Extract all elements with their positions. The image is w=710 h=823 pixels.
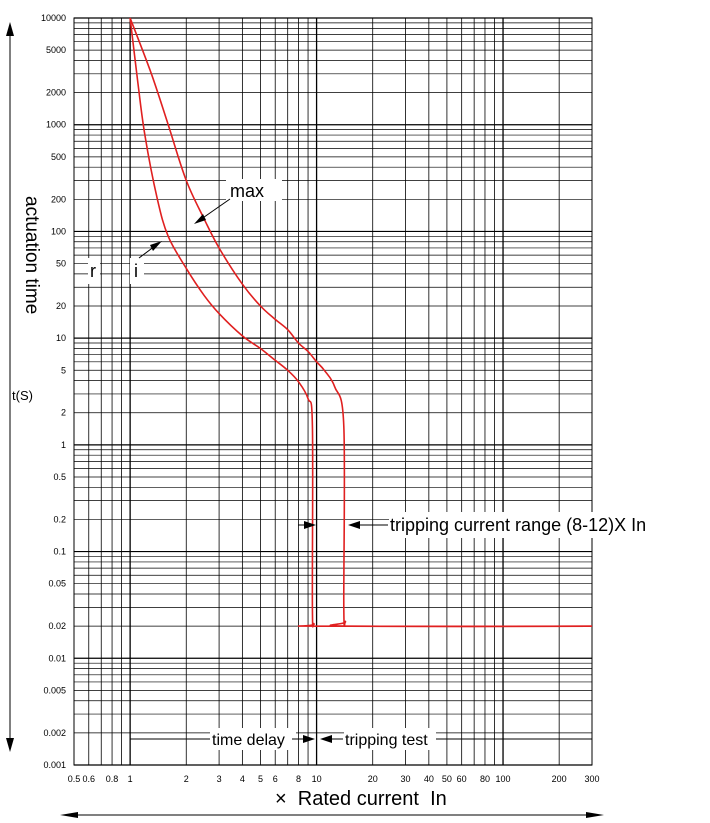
y-tick-label: 5 xyxy=(61,365,66,375)
y-tick-label: 0.002 xyxy=(43,728,66,738)
y-tick-label: 0.2 xyxy=(53,514,66,524)
max-annotation: max xyxy=(194,179,282,224)
tick-labels: 0.5 0.6 0.8 1 2 3 4 5 6 8 10 20 30 40 50 60 80 100 200 3000… xyxy=(41,13,600,784)
tripping-range-annotation: tripping current range (8-12)X In xyxy=(298,512,695,538)
x-axis-arrow xyxy=(60,812,604,818)
y-tick-label: 0.05 xyxy=(48,579,66,589)
y-tick-label: 10000 xyxy=(41,13,66,23)
x-tick-label: 8 xyxy=(296,774,301,784)
y-tick-label: 500 xyxy=(51,152,66,162)
x-tick-label: 5 xyxy=(258,774,263,784)
y-tick-label: 2000 xyxy=(46,88,66,98)
x-axis-label: × Rated current In xyxy=(275,788,447,810)
chart-grid xyxy=(73,17,593,766)
min-annotation: r i xyxy=(88,241,162,284)
y-axis-unit: t(S) xyxy=(12,388,33,403)
x-tick-label: 60 xyxy=(457,774,467,784)
y-tick-label: 1000 xyxy=(46,120,66,130)
x-tick-label: 20 xyxy=(368,774,378,784)
x-tick-label: 6 xyxy=(273,774,278,784)
y-tick-label: 2 xyxy=(61,408,66,418)
x-tick-label: 100 xyxy=(496,774,511,784)
x-tick-label: 30 xyxy=(401,774,411,784)
y-tick-label: 0.01 xyxy=(48,653,66,663)
x-tick-label: 200 xyxy=(552,774,567,784)
x-tick-label: 300 xyxy=(584,774,599,784)
y-tick-label: 0.02 xyxy=(48,621,66,631)
svg-text:tripping current range (8-12)X: tripping current range (8-12)X In xyxy=(390,515,646,535)
y-tick-label: 0.005 xyxy=(43,685,66,695)
y-tick-label: 10 xyxy=(56,333,66,343)
trip-curves xyxy=(129,17,593,628)
y-tick-label: 200 xyxy=(51,194,66,204)
x-tick-label: 3 xyxy=(217,774,222,784)
x-tick-label: 2 xyxy=(184,774,189,784)
y-tick-label: 100 xyxy=(51,226,66,236)
x-tick-label: 0.5 xyxy=(68,774,81,784)
x-tick-label: 0.6 xyxy=(83,774,96,784)
y-tick-label: 0.001 xyxy=(43,760,66,770)
x-tick-label: 10 xyxy=(312,774,322,784)
min-trip-curve xyxy=(129,17,593,628)
x-tick-label: 40 xyxy=(424,774,434,784)
y-tick-label: 0.1 xyxy=(53,547,66,557)
y-axis-arrow xyxy=(6,22,14,752)
x-tick-label: 80 xyxy=(480,774,490,784)
x-tick-label: 4 xyxy=(240,774,245,784)
y-tick-label: 0.5 xyxy=(53,472,66,482)
y-tick-label: 20 xyxy=(56,301,66,311)
y-tick-label: 50 xyxy=(56,259,66,269)
svg-text:max: max xyxy=(230,181,264,201)
svg-text:time delay: time delay xyxy=(212,732,285,749)
x-tick-label: 0.8 xyxy=(106,774,119,784)
y-tick-label: 5000 xyxy=(46,45,66,55)
x-tick-label: 1 xyxy=(128,774,133,784)
plot-frame xyxy=(73,17,593,766)
svg-text:i: i xyxy=(134,261,138,281)
svg-text:r: r xyxy=(90,261,96,281)
time-delay-annotation: time delay tripping test xyxy=(130,728,592,750)
max-trip-curve xyxy=(129,17,593,628)
svg-text:tripping test: tripping test xyxy=(345,732,428,749)
y-axis-label: actuation time xyxy=(21,196,42,314)
y-tick-label: 1 xyxy=(61,440,66,450)
x-tick-label: 50 xyxy=(442,774,452,784)
